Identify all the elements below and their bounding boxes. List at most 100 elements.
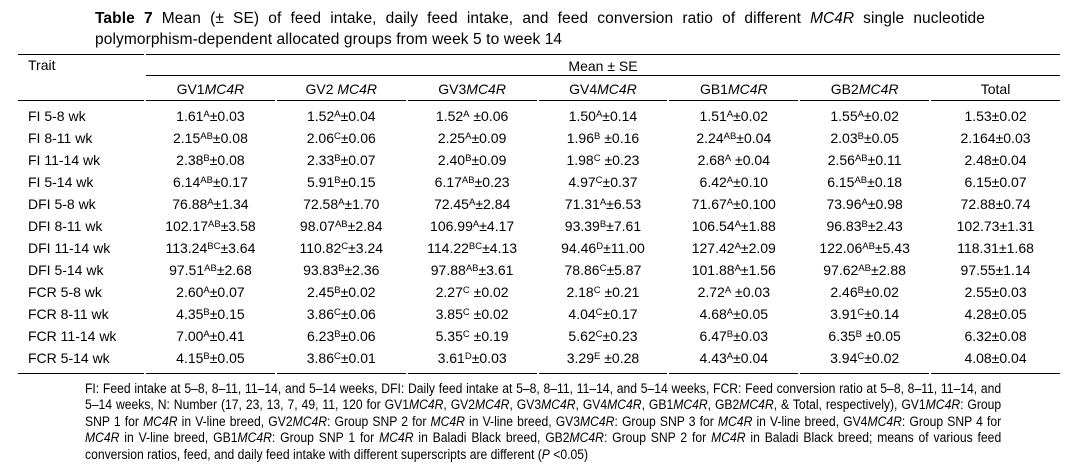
table-cell: 4.04C±0.17 xyxy=(568,306,638,322)
table-cell: 3.86C±0.01 xyxy=(276,347,406,374)
table-row: FCR 11-14 wk 7.00A±0.41 6.23B±0.06 5.35C ±0… xyxy=(18,325,1060,347)
table-row: FI 11-14 wk 2.38B±0.08 2.33B±0.07 2.40B±0.0… xyxy=(18,149,1060,171)
table-cell: 114.22BC±4.13 xyxy=(427,240,518,256)
table-cell: 4.68A±0.05 xyxy=(699,306,769,322)
table-cell: 93.39B±7.61 xyxy=(564,218,642,234)
row-label: FI 5-14 wk xyxy=(28,174,94,190)
table-cell: 2.03B±0.05 xyxy=(830,130,899,146)
table-cell: 97.62AB±2.88 xyxy=(823,262,906,278)
table-cell: 6.15AB±0.18 xyxy=(827,174,903,190)
group-column-header: GV2 MC4R xyxy=(276,76,406,101)
row-label: FCR 8-11 wk xyxy=(28,306,109,322)
table-cell: 2.68A ±0.04 xyxy=(697,152,770,168)
table-row: FCR 5-14 wk 4.15B±0.05 3.86C±0.01 3.61D±0.0… xyxy=(18,347,1060,374)
table-cell: 76.88A±1.34 xyxy=(172,196,249,212)
table-cell: 2.18C ±0.21 xyxy=(566,284,640,300)
table-cell: 5.35C ±0.19 xyxy=(435,328,509,344)
table-cell: 1.52A±0.04 xyxy=(307,108,376,124)
table-cell: 110.82C±3.24 xyxy=(299,240,384,256)
page: Table 7 Mean (± SE) of feed intake, dail… xyxy=(0,8,1076,464)
table-cell: 113.24BC±3.64 xyxy=(165,240,256,256)
footnote: FI: Feed intake at 5–8, 8–11, 11–14, and… xyxy=(85,381,1002,462)
row-label: FI 5-8 wk xyxy=(28,108,86,124)
table-row: DFI 5-8 wk 76.88A±1.34 72.58A±1.70 72.45A±2… xyxy=(18,193,1060,215)
table-cell: 4.08±0.04 xyxy=(931,347,1060,374)
table-cell: 1.98C ±0.23 xyxy=(566,152,640,168)
table-cell: 6.35B ±0.05 xyxy=(828,328,901,344)
table-cell: 2.06C±0.06 xyxy=(306,130,376,146)
table-cell: 3.94C±0.02 xyxy=(800,347,930,374)
table-cell: 5.62C±0.23 xyxy=(568,328,638,344)
table-cell: 2.25A±0.09 xyxy=(437,130,507,146)
table-cell: 2.55±0.03 xyxy=(964,284,1027,300)
table-cell: 71.31A±6.53 xyxy=(564,196,642,212)
table-title: Table 7 Mean (± SE) of feed intake, dail… xyxy=(95,10,986,48)
table-cell: 2.38B±0.08 xyxy=(176,152,245,168)
table-cell: 97.51AB±2.68 xyxy=(169,262,252,278)
row-label: FCR 5-8 wk xyxy=(28,284,102,300)
table-cell: 106.54A±1.88 xyxy=(691,218,776,234)
table-cell: 4.15B±0.05 xyxy=(146,347,275,374)
table-cell: 6.42A±0.10 xyxy=(699,174,769,190)
row-label: FI 8-11 wk xyxy=(28,130,93,146)
table-cell: 3.91C±0.14 xyxy=(830,306,900,322)
table-cell: 6.15±0.07 xyxy=(964,174,1027,190)
table-cell: 6.17AB±0.23 xyxy=(434,174,510,190)
table-row: FI 5-8 wk 1.61A±0.03 1.52A±0.04 1.52A ±0.06… xyxy=(18,101,1060,127)
row-label: DFI 8-11 wk xyxy=(28,218,103,234)
table-cell: 4.28±0.05 xyxy=(964,306,1027,322)
table-cell: 1.55A±0.02 xyxy=(830,108,899,124)
table-cell: 2.46B±0.02 xyxy=(830,284,899,300)
group-header-row: GV1MC4R GV2 MC4R GV3MC4R GV4MC4R GB1MC4R GB2M… xyxy=(18,76,1060,101)
table-head: Trait Mean ± SE GV1MC4R GV2 MC4R GV3MC4R GV… xyxy=(18,54,1060,101)
table-cell: 127.42A±2.09 xyxy=(691,240,776,256)
table-cell: 2.56AB±0.11 xyxy=(827,152,902,168)
table-cell: 1.52A ±0.06 xyxy=(435,108,509,124)
table-row: FI 8-11 wk 2.15AB±0.08 2.06C±0.06 2.25A±0.0… xyxy=(18,127,1060,149)
table-cell: 6.47B±0.03 xyxy=(699,328,769,344)
table-cell: 98.07AB±2.84 xyxy=(299,218,383,234)
table-cell: 2.164±0.03 xyxy=(960,130,1031,146)
row-label: FCR 11-14 wk xyxy=(28,328,117,344)
table-cell: 4.43A±0.04 xyxy=(669,347,799,374)
table-row: DFI 5-14 wk 97.51AB±2.68 93.83B±2.36 97.88A… xyxy=(18,259,1060,281)
table-cell: 4.35B±0.15 xyxy=(176,306,245,322)
table-cell: 94.46D±11.00 xyxy=(561,240,645,256)
table-row: FI 5-14 wk 6.14AB±0.17 5.91B±0.15 6.17AB±0.… xyxy=(18,171,1060,193)
table-cell: 72.58A±1.70 xyxy=(303,196,380,212)
table-cell: 72.88±0.74 xyxy=(960,196,1031,212)
table-cell: 3.86C±0.06 xyxy=(306,306,376,322)
group-column-header: GB1MC4R xyxy=(669,76,799,101)
table-cell: 1.61A±0.03 xyxy=(176,108,245,124)
row-label: DFI 5-8 wk xyxy=(28,196,96,212)
row-label: DFI 11-14 wk xyxy=(28,240,111,256)
table-cell: 97.88AB±3.61 xyxy=(430,262,514,278)
row-label: FCR 5-14 wk xyxy=(18,347,144,374)
table-cell: 96.83B±2.43 xyxy=(826,218,903,234)
table-cell: 2.24AB±0.04 xyxy=(696,130,772,146)
table-cell: 78.86C±5.87 xyxy=(564,262,642,278)
row-label: DFI 5-14 wk xyxy=(28,262,104,278)
table-cell: 2.45B±0.02 xyxy=(307,284,376,300)
table-cell: 102.73±1.31 xyxy=(956,218,1035,234)
header-row-1: Trait Mean ± SE xyxy=(18,54,1060,101)
table-cell: 1.96B ±0.16 xyxy=(566,130,640,146)
table-cell: 73.96A±0.98 xyxy=(826,196,903,212)
mean-se-span-header: Mean ± SE xyxy=(146,54,1060,76)
table-row: FCR 8-11 wk 4.35B±0.15 3.86C±0.06 3.85C ±0.… xyxy=(18,303,1060,325)
table-cell: 2.40B±0.09 xyxy=(437,152,507,168)
table-cell: 2.33B±0.07 xyxy=(307,152,376,168)
table-row: FCR 5-8 wk 2.60A±0.07 2.45B±0.02 2.27C ±0.0… xyxy=(18,281,1060,303)
table-cell: 1.53±0.02 xyxy=(964,108,1027,124)
group-column-header: GB2MC4R xyxy=(800,76,930,101)
table-cell: 93.83B±2.36 xyxy=(303,262,380,278)
table-cell: 6.14AB±0.17 xyxy=(172,174,248,190)
table-cell: 122.06AB±5.43 xyxy=(819,240,910,256)
group-column-header: GV4MC4R xyxy=(538,76,668,101)
table-body: FI 5-8 wk 1.61A±0.03 1.52A±0.04 1.52A ±0.06… xyxy=(18,101,1060,374)
table-cell: 2.72A ±0.03 xyxy=(697,284,770,300)
group-column-header: Total xyxy=(931,76,1060,101)
group-column-header: GV3MC4R xyxy=(407,76,537,101)
data-table: Trait Mean ± SE GV1MC4R GV2 MC4R GV3MC4R GV… xyxy=(16,54,1062,374)
row-label: FI 11-14 wk xyxy=(28,152,101,168)
